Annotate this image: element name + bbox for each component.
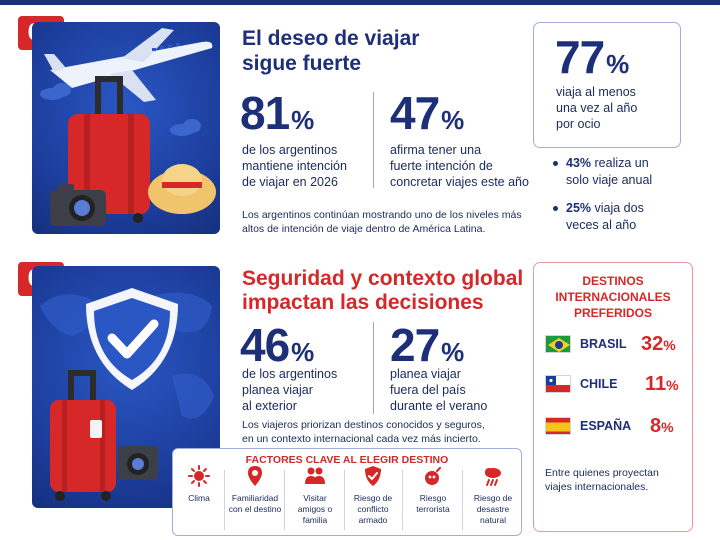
section2-note: Los viajeros priorizan destinos conocido…	[242, 419, 485, 445]
travel-illustration	[32, 22, 220, 234]
suitcase-icon	[68, 76, 150, 223]
destinations-card	[533, 262, 693, 532]
factor-divider	[284, 470, 285, 530]
airplane-suitcase-illustration	[40, 28, 216, 226]
factor-divider	[224, 470, 225, 530]
bullet-25: 25% viaja dos veces al año	[566, 201, 644, 232]
sun-icon	[188, 465, 210, 487]
destinations-footer: Entre quienes proyectan viajes internaci…	[545, 467, 659, 493]
factors-box	[172, 448, 522, 536]
stat-77-text: viaja al menos una vez al año por ocio	[556, 85, 638, 131]
factor-visitar: Visitar amigos o familia	[284, 465, 346, 526]
spain-flag-icon	[545, 417, 571, 435]
destination-pct-espana: 8%	[650, 415, 674, 437]
factor-conflicto: Riesgo de conflicto armado	[342, 465, 404, 526]
suitcase-icon	[50, 370, 116, 501]
section2-title-line1: Seguridad y contexto global	[242, 267, 524, 290]
stat-46-value: 46%	[240, 319, 314, 371]
highlight-card-77	[533, 22, 681, 148]
stat-divider	[373, 92, 374, 188]
sun-hat-icon	[148, 164, 216, 214]
bullet-dot	[553, 206, 558, 211]
bomb-icon	[425, 467, 441, 485]
shield-suitcase-illustration	[40, 288, 214, 501]
shield-check-icon	[86, 288, 178, 390]
camera-icon	[50, 184, 106, 226]
stat-27-text: planea viajar fuera del país durante el ve…	[390, 367, 488, 413]
bullet-43: 43% realiza un solo viaje anual	[566, 156, 653, 187]
stat-81-value: 81%	[240, 87, 314, 139]
top-bar	[0, 0, 720, 5]
factors-title: FACTORES CLAVE AL ELEGIR DESTINO	[245, 454, 449, 466]
map-pin-icon	[248, 466, 262, 486]
destination-pct-chile: 11%	[645, 373, 679, 395]
bullet-dot	[553, 161, 558, 166]
stat-81-text: de los argentinos mantiene intención de vi…	[242, 143, 347, 189]
stat-46-text: de los argentinos planea viajar al exterio…	[242, 367, 338, 413]
destination-name-brasil: BRASIL	[580, 337, 627, 351]
destinations-title: DESTINOS INTERNACIONALES PREFERIDOS	[555, 274, 671, 320]
destination-name-espana: ESPAÑA	[580, 419, 632, 433]
stat-47-text: afirma tener una fuerte intención de concr…	[390, 143, 529, 189]
factor-desastre: Riesgo de desastre natural	[462, 465, 524, 526]
brazil-flag-icon	[545, 335, 571, 353]
factor-terrorista: Riesgo terrorista	[402, 465, 464, 515]
section2-title-line2: impactan las decisiones	[242, 291, 484, 314]
destination-name-chile: CHILE	[580, 377, 618, 391]
stat-47-value: 47%	[390, 87, 464, 139]
factor-divider	[402, 470, 403, 530]
factor-familiaridad: Familiaridad con el destino	[224, 465, 286, 515]
storm-icon	[485, 468, 501, 486]
stat-77-value: 77%	[555, 31, 629, 83]
stat-divider	[373, 322, 374, 414]
stat-27-value: 27%	[390, 319, 464, 371]
factor-divider	[344, 470, 345, 530]
section1-title-line1: El deseo de viajar	[242, 27, 420, 50]
factor-clima: Clima	[168, 465, 230, 504]
section1-note: Los argentinos continúan mostrando uno d…	[242, 209, 522, 235]
shield-check-icon	[365, 466, 381, 486]
people-icon	[305, 467, 325, 484]
camera-icon	[118, 446, 158, 480]
destination-pct-brasil: 32%	[641, 333, 676, 355]
section1-title-line2: sigue fuerte	[242, 52, 362, 75]
chile-flag-icon	[545, 375, 571, 393]
factor-divider	[462, 470, 463, 530]
